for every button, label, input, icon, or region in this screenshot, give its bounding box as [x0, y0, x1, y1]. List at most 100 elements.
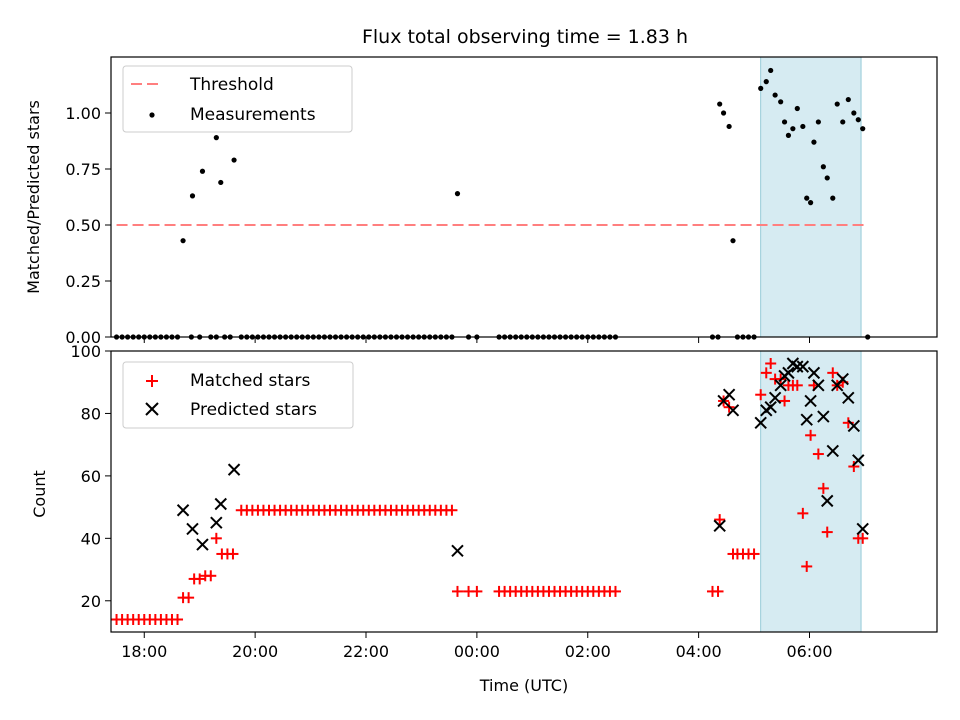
predicted-star-point	[817, 410, 830, 423]
top-axes-frame	[110, 56, 938, 338]
predicted-star-point	[176, 504, 190, 517]
predicted-star-point	[804, 394, 817, 408]
predicted-stars-points	[176, 357, 869, 558]
top-x-ticks	[143, 337, 810, 343]
bottom-legend: Matched stars Predicted stars	[122, 361, 354, 429]
predicted-star-point	[842, 391, 855, 405]
matched-star-point	[817, 482, 829, 494]
bottom-y-tick-label: 80	[81, 404, 101, 423]
bottom-y-axis-label: Count	[30, 470, 49, 518]
top-y-tick-label: 1.00	[65, 104, 101, 123]
matched-star-point	[194, 573, 206, 585]
top-y-tick-label: 0.25	[65, 272, 101, 291]
bottom-y-tick-label: 40	[81, 529, 101, 548]
top-y-axis-label: Matched/Predicted stars	[24, 100, 43, 294]
top-y-tick-label: 0.50	[65, 216, 101, 235]
bottom-y-tick-label: 100	[70, 342, 101, 361]
predicted-star-stroke-b	[451, 544, 464, 558]
matched-star-point	[812, 448, 824, 460]
measurement-point	[768, 67, 774, 74]
measurement-point	[781, 119, 788, 125]
measurement-point	[717, 101, 723, 107]
predicted-star-stroke-b	[782, 366, 795, 380]
measurement-point	[800, 123, 806, 130]
predicted-star-stroke-b	[826, 444, 839, 458]
bottom-y-tick-label: 60	[81, 467, 101, 486]
measurement-point	[180, 238, 186, 244]
predicted-star-point	[713, 519, 726, 533]
predicted-star-stroke-b	[852, 454, 865, 467]
top-panel: 0.00 0.25 0.50 0.75 1.00 Matched/Predicted s…	[24, 56, 938, 347]
predicted-star-stroke-b	[754, 416, 767, 430]
predicted-star-stroke-b	[812, 379, 825, 392]
measurement-point	[851, 110, 857, 116]
matched-star-point	[760, 367, 772, 379]
matched-star-point	[857, 532, 869, 544]
predicted-star-point	[821, 494, 834, 508]
matched-star-point	[801, 560, 813, 572]
bottom-highlight-span	[760, 350, 862, 633]
top-highlight-span	[760, 56, 862, 338]
matched-star-point	[714, 514, 726, 526]
predicted-star-stroke-b	[214, 497, 227, 511]
predicted-star-point	[186, 522, 199, 536]
predicted-star-point	[812, 379, 825, 392]
measurement-point	[815, 119, 821, 125]
predicted-star-stroke-b	[847, 419, 861, 433]
predicted-star-stroke-b	[800, 413, 813, 426]
predicted-star-point	[852, 454, 865, 467]
predicted-star-point	[796, 360, 810, 373]
x-tick-label: 18:00	[121, 642, 167, 661]
predicted-star-point	[726, 404, 740, 417]
predicted-star-stroke-b	[774, 379, 787, 392]
predicted-star-point	[791, 360, 804, 373]
x-tick-label: 02:00	[565, 642, 611, 661]
measurement-point	[213, 135, 219, 141]
legend-measurements-label: Measurements	[190, 105, 316, 125]
predicted-star-stroke-b	[836, 372, 849, 386]
x-tick-label: 04:00	[676, 642, 722, 661]
measurement-point	[231, 157, 237, 163]
predicted-star-point	[722, 388, 736, 401]
predicted-star-stroke-b	[817, 410, 830, 423]
predicted-star-stroke-b	[791, 360, 804, 373]
predicted-star-stroke-b	[804, 394, 817, 408]
measurement-point	[785, 132, 792, 138]
measurement-point	[840, 119, 846, 125]
matched-star-point	[172, 614, 184, 626]
predicted-star-stroke-b	[186, 522, 199, 536]
measurement-point	[855, 117, 861, 123]
matched-star-point	[210, 532, 222, 544]
predicted-star-stroke-b	[210, 516, 223, 529]
predicted-star-stroke-b	[227, 463, 241, 476]
matched-star-point	[791, 379, 803, 391]
matched-star-point	[748, 548, 760, 560]
measurement-point	[811, 139, 817, 145]
legend-measurements-swatch	[149, 112, 155, 118]
bottom-x-ticks: 18:00 20:00 22:00 00:00 02:00 04:00 06:00	[121, 632, 833, 661]
predicted-star-point	[196, 538, 209, 551]
predicted-star-point	[768, 391, 782, 405]
predicted-star-stroke-b	[764, 400, 777, 414]
matched-star-point	[765, 357, 777, 369]
matched-star-point	[712, 585, 724, 597]
chart-title: Flux total observing time = 1.83 h	[362, 26, 688, 48]
matched-star-point	[848, 461, 860, 473]
matched-star-point	[451, 585, 463, 597]
predicted-star-stroke-b	[856, 522, 869, 536]
predicted-star-point	[227, 463, 241, 476]
predicted-star-stroke-b	[796, 360, 810, 373]
matched-star-point	[446, 504, 458, 516]
measurement-point	[820, 164, 826, 170]
predicted-star-point	[847, 419, 861, 433]
predicted-star-point	[214, 497, 227, 511]
predicted-star-stroke-b	[722, 388, 736, 401]
matched-star-point	[755, 389, 767, 401]
x-tick-label: 06:00	[786, 642, 832, 661]
predicted-star-stroke-b	[842, 391, 855, 405]
predicted-star-stroke-b	[713, 519, 726, 533]
predicted-star-point	[800, 413, 813, 426]
legend-predicted-swatch	[145, 402, 159, 416]
bottom-y-tick-label: 20	[81, 592, 101, 611]
